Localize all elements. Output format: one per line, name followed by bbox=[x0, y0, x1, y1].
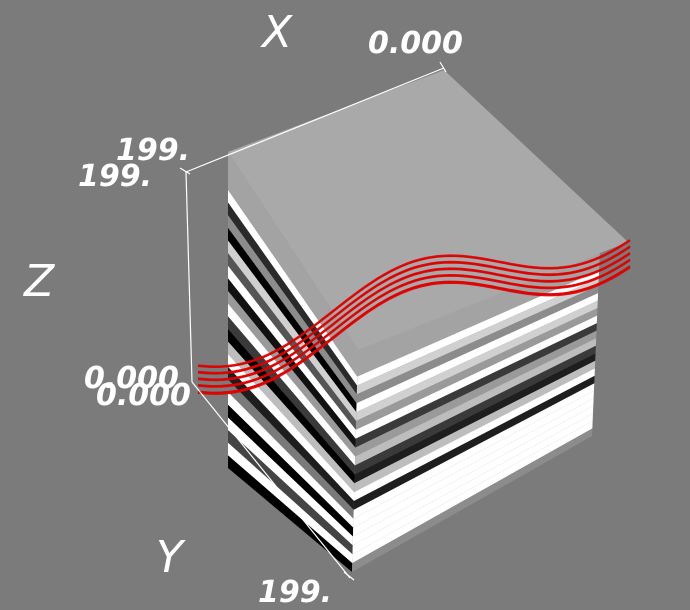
right-layer-band bbox=[353, 390, 594, 528]
left-layer-band bbox=[228, 265, 356, 439]
x-axis-title: X bbox=[260, 7, 293, 58]
left-layer-band bbox=[228, 215, 357, 404]
right-layer-band bbox=[352, 405, 594, 546]
axis-lines bbox=[179, 61, 447, 581]
ribbon-strand bbox=[197, 239, 631, 368]
right-layer-band bbox=[354, 360, 596, 493]
z-tick-label-bottom-b: 0.000 bbox=[96, 378, 191, 413]
x-tick-end bbox=[439, 61, 447, 73]
ribbon-strand bbox=[197, 265, 631, 394]
right-layer-band bbox=[352, 413, 593, 555]
left-layer-band bbox=[228, 240, 357, 422]
right-layer-band bbox=[354, 345, 596, 475]
right-layer-band bbox=[355, 315, 598, 439]
left-layer-band bbox=[228, 366, 354, 510]
z-tick-label-top-b: 199. bbox=[78, 159, 152, 194]
z-axis-title: Z bbox=[23, 256, 55, 307]
left-layer-band bbox=[228, 202, 358, 395]
left-layer-band bbox=[228, 379, 354, 519]
left-layer-band bbox=[228, 303, 356, 466]
volume-right-face bbox=[352, 270, 600, 572]
x-tick-label-start: 0.000 bbox=[368, 26, 463, 61]
z-tick-label-top-a: 199. bbox=[116, 133, 190, 168]
left-layer-band bbox=[228, 417, 353, 546]
z-tick-top bbox=[179, 167, 191, 175]
left-layer-band bbox=[228, 392, 354, 528]
y-tick-label-end: 199. bbox=[258, 575, 332, 610]
left-layer-band bbox=[228, 227, 357, 413]
left-layer-band bbox=[228, 278, 356, 448]
ribbon-strand bbox=[197, 252, 631, 380]
right-layer-band bbox=[356, 293, 599, 413]
z-tick-label-bottom-a: 0.000 bbox=[84, 361, 179, 396]
y-axis-line bbox=[191, 381, 351, 579]
right-layer-band bbox=[352, 420, 593, 564]
right-layer-band bbox=[353, 368, 595, 501]
right-layer-band bbox=[356, 285, 599, 404]
left-layer-band bbox=[228, 291, 356, 457]
isosurface-ribbon bbox=[197, 239, 631, 395]
right-layer-band bbox=[353, 375, 595, 510]
right-layer-band bbox=[355, 323, 597, 448]
ribbon-strand bbox=[197, 258, 631, 387]
left-layer-band bbox=[228, 404, 354, 537]
right-layer-band bbox=[355, 308, 598, 430]
y-tick-end bbox=[343, 571, 355, 581]
right-layer-band bbox=[354, 338, 597, 466]
right-layer-band bbox=[356, 300, 598, 422]
right-layer-band bbox=[355, 330, 597, 457]
right-layer-band bbox=[352, 398, 594, 537]
right-layer-band bbox=[354, 353, 596, 484]
x-axis-line bbox=[185, 67, 445, 173]
z-axis-line bbox=[185, 171, 193, 383]
right-layer-band bbox=[356, 278, 599, 395]
right-layer-band bbox=[357, 270, 600, 386]
left-layer-band bbox=[228, 354, 355, 501]
right-layer-band bbox=[353, 383, 595, 519]
left-layer-band bbox=[228, 430, 353, 555]
left-layer-band bbox=[228, 328, 355, 484]
right-layer-band bbox=[352, 428, 593, 572]
left-layer-band bbox=[228, 316, 355, 475]
ribbon-strand bbox=[197, 245, 631, 374]
y-axis-title: Y bbox=[156, 532, 186, 583]
